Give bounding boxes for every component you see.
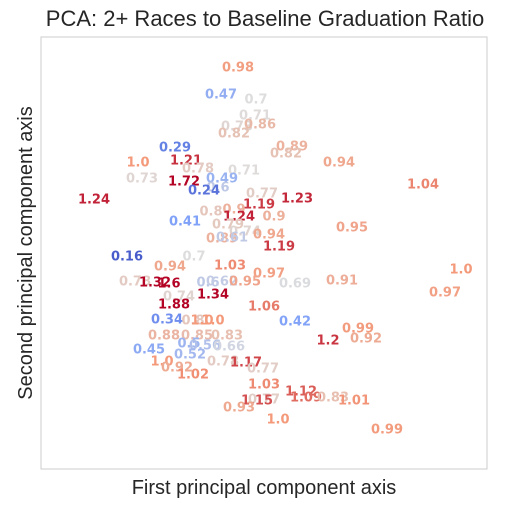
point-label: 0.47 [205,88,237,103]
point-label: 0.97 [429,286,461,301]
chart-title: PCA: 2+ Races to Baseline Graduation Rat… [46,6,484,31]
point-label: 0.66 [213,340,245,355]
point-label: 1.32 [139,276,171,291]
point-label: 1.0 [150,355,173,370]
point-label: 0.74 [229,225,261,240]
point-label: 0.99 [342,322,374,337]
point-label: 0.93 [223,401,255,416]
point-label: 0.9 [262,210,285,225]
point-label: 1.09 [290,391,322,406]
point-label: 0.82 [218,127,250,142]
point-label: 1.6 [157,277,180,292]
x-axis-label: First principal component axis [132,477,397,499]
point-label: 1.0 [449,263,472,278]
point-label: 0.73 [221,120,253,135]
point-label: 1.19 [243,198,275,213]
point-label: 1.0 [126,156,149,171]
point-label: 0.71 [228,164,260,179]
point-label: 0.89 [276,140,308,155]
point-label: 0.95 [229,275,261,290]
point-label: 0.71 [239,109,271,124]
point-label: 1.0 [266,413,289,428]
point-label: 0.41 [169,215,201,230]
point-label: 0.77 [248,393,280,408]
point-label: 0.91 [326,274,358,289]
point-label: 0.85 [181,329,213,344]
point-label: 1.03 [214,259,246,274]
point-label: 0.34 [151,313,183,328]
plot-area [40,36,488,470]
point-label: 1.2 [316,334,339,349]
point-label: 1.04 [407,178,439,193]
point-label: 0.95 [336,221,368,236]
point-label: 1.06 [248,300,280,315]
point-label: 0.69 [279,277,311,292]
point-label: 1.15 [241,394,273,409]
point-label: 0.8 [181,314,204,329]
point-label: 0.29 [159,141,191,156]
point-label: 0.62 [206,275,238,290]
point-label: 0.83 [317,391,349,406]
point-label: 0.77 [246,187,278,202]
point-label: 0.94 [323,156,355,171]
point-label: 1.02 [177,368,209,383]
point-label: 1.88 [158,298,190,313]
point-label: 0.6 [206,181,229,196]
point-label: 0.5 [177,337,200,352]
point-label: 1.24 [78,193,110,208]
point-label: 0.92 [161,361,193,376]
point-label: 0.89 [206,232,238,247]
point-label: 0.7 [182,250,205,265]
point-label: 0.99 [371,423,403,438]
point-label: 0.97 [253,267,285,282]
point-label: 1.03 [248,378,280,393]
point-label: 1.17 [230,356,262,371]
point-label: 0.52 [174,348,206,363]
point-label: 0.42 [279,315,311,330]
point-label: 0.78 [119,275,151,290]
point-label: 1.19 [263,240,295,255]
point-label: 1.23 [281,192,313,207]
point-label: 0.49 [206,172,238,187]
point-label: 1.0 [201,314,224,329]
point-label: 0.56 [189,339,221,354]
point-label: 1.01 [338,394,370,409]
point-label: 0.78 [182,162,214,177]
point-label: 1.12 [285,385,317,400]
point-label: 0.74 [163,290,195,305]
point-label: 1.24 [223,210,255,225]
point-label: 0.7 [244,93,267,108]
point-label: 0.61 [216,231,248,246]
point-label: 1.21 [170,154,202,169]
point-label: 0.16 [111,250,143,265]
point-label: 0.6 [196,276,219,291]
data-point-labels: 0.980.47 0.70.710.730.860.820.890.820.291… [78,61,473,438]
point-label: 1.34 [197,288,229,303]
point-label: 0.9 [222,203,245,218]
point-label: 0.92 [350,332,382,347]
point-label: 0.83 [211,329,243,344]
point-label: 0.94 [154,260,186,275]
point-label: 0.79 [212,218,244,233]
point-label: 0.24 [188,184,220,199]
point-label: 0.73 [126,172,158,187]
point-label: 1.72 [168,175,200,190]
point-label: 0.94 [253,228,285,243]
point-label: 1.0 [190,314,213,329]
point-label: 0.78 [207,355,239,370]
y-axis-label: Second principal component axis [15,106,37,400]
point-label: 0.86 [244,118,276,133]
point-label: 0.98 [222,61,254,76]
point-label: 0.8 [199,205,222,220]
point-label: 0.45 [133,343,165,358]
point-label: 0.77 [247,362,279,377]
point-label: 0.82 [270,147,302,162]
point-label: 0.88 [148,329,180,344]
